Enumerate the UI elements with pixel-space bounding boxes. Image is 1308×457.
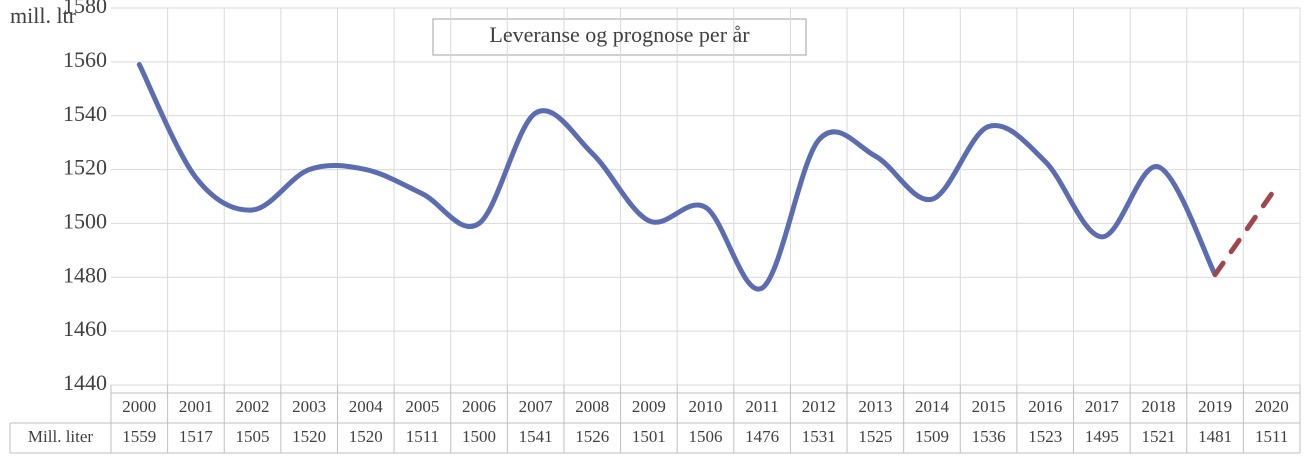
table-value: 1520 <box>349 427 383 446</box>
table-value: 1523 <box>1028 427 1062 446</box>
table-value: 1520 <box>292 427 326 446</box>
x-tick-label: 2015 <box>972 397 1006 416</box>
table-value: 1501 <box>632 427 666 446</box>
x-tick-label: 2009 <box>632 397 666 416</box>
x-tick-label: 2013 <box>858 397 892 416</box>
x-tick-label: 2007 <box>519 397 554 416</box>
table-value: 1517 <box>179 427 214 446</box>
x-tick-label: 2006 <box>462 397 496 416</box>
x-tick-label: 2019 <box>1198 397 1232 416</box>
table-value: 1559 <box>122 427 156 446</box>
x-tick-label: 2016 <box>1028 397 1062 416</box>
table-value: 1521 <box>1141 427 1175 446</box>
table-value: 1536 <box>972 427 1006 446</box>
table-value: 1495 <box>1085 427 1119 446</box>
table-value: 1531 <box>802 427 836 446</box>
table-value: 1525 <box>858 427 892 446</box>
x-tick-label: 2000 <box>122 397 156 416</box>
table-value: 1476 <box>745 427 779 446</box>
y-tick-label: 1540 <box>63 101 107 126</box>
x-tick-label: 2001 <box>179 397 213 416</box>
y-tick-label: 1500 <box>63 208 107 233</box>
table-value: 1481 <box>1198 427 1232 446</box>
table-value: 1541 <box>519 427 553 446</box>
x-tick-label: 2011 <box>745 397 778 416</box>
title-box <box>432 18 807 56</box>
y-tick-label: 1580 <box>63 0 107 18</box>
x-tick-label: 2018 <box>1141 397 1175 416</box>
table-value: 1506 <box>689 427 723 446</box>
x-tick-label: 2002 <box>236 397 270 416</box>
table-row-label: Mill. liter <box>28 427 94 446</box>
forecast-line <box>1212 191 1275 278</box>
x-tick-label: 2010 <box>689 397 723 416</box>
x-tick-label: 2004 <box>349 397 384 416</box>
y-tick-label: 1440 <box>63 370 107 395</box>
x-tick-label: 2008 <box>575 397 609 416</box>
y-tick-label: 1480 <box>63 262 107 287</box>
x-tick-label: 2005 <box>405 397 439 416</box>
table-value: 1509 <box>915 427 949 446</box>
x-tick-label: 2017 <box>1085 397 1120 416</box>
x-tick-label: 2003 <box>292 397 326 416</box>
x-tick-label: 2014 <box>915 397 950 416</box>
x-tick-label: 2012 <box>802 397 836 416</box>
y-tick-label: 1460 <box>63 316 107 341</box>
chart-title: Leveranse og prognose per år <box>489 22 750 47</box>
table-value: 1511 <box>406 427 439 446</box>
table-value: 1505 <box>236 427 270 446</box>
x-tick-label: 2020 <box>1255 397 1289 416</box>
line-series <box>136 62 1218 292</box>
y-axis-label: mill. ltr <box>10 3 77 28</box>
table-value: 1511 <box>1255 427 1288 446</box>
y-tick-label: 1560 <box>63 47 107 72</box>
y-tick-label: 1520 <box>63 155 107 180</box>
table-value: 1500 <box>462 427 496 446</box>
table-value: 1526 <box>575 427 609 446</box>
